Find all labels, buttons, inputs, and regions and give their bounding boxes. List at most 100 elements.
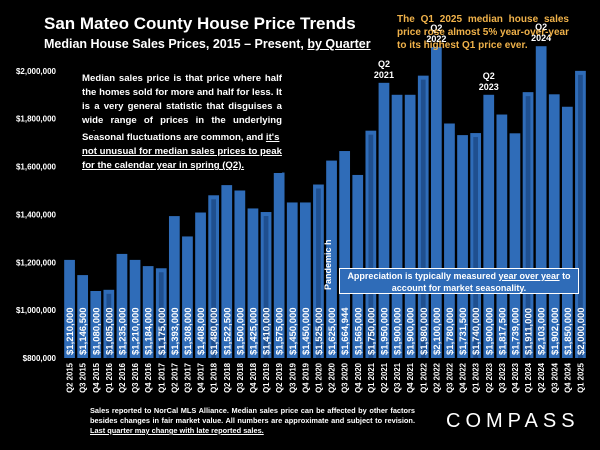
bar-value-label: $1,780,000: [445, 307, 456, 355]
x-tick-label: Q4 2016: [144, 362, 153, 393]
bar: [326, 160, 337, 358]
bar-value-label: $2,103,000: [537, 307, 548, 355]
bar-value-label: $1,740,000: [471, 307, 482, 355]
footer-text: Sales reported to NorCal MLS Alliance. M…: [90, 406, 415, 425]
bar-value-label: $1,565,000: [353, 307, 364, 355]
x-tick-label: Q1 2025: [576, 362, 585, 393]
bar: [483, 94, 495, 359]
x-tick-label: Q4 2015: [92, 362, 101, 393]
bar: [299, 202, 311, 358]
x-tick-label: Q1 2017: [157, 363, 166, 393]
bar-value-label: $1,235,000: [117, 307, 128, 355]
x-tick-label: Q3 2016: [131, 362, 140, 393]
appreciation-text: Appreciation is typically measured: [347, 271, 499, 281]
bar: [286, 202, 298, 358]
x-tick-label: Q1 2023: [472, 362, 481, 393]
bar: [168, 216, 180, 358]
x-tick-label: Q2 2016: [118, 362, 127, 393]
x-tick-label: Q3 2015: [79, 362, 88, 393]
peak-annotation-year: 2021: [374, 70, 394, 80]
y-tick-label: $1,600,000: [16, 163, 57, 172]
x-tick-label: Q1 2021: [367, 362, 376, 393]
x-tick-label: Q3 2018: [236, 362, 245, 393]
compass-logo: COMPASS: [446, 410, 580, 432]
bar: [391, 94, 403, 359]
x-tick-label: Q1 2018: [210, 362, 219, 393]
x-tick-label: Q3 2020: [341, 362, 350, 393]
y-tick-label: $1,200,000: [16, 258, 57, 267]
x-tick-label: Q1 2024: [524, 362, 533, 393]
bar: [535, 46, 547, 358]
q1-bar-marker: [211, 199, 217, 358]
bar: [234, 190, 246, 358]
bar: [430, 46, 442, 359]
x-tick-label: Q3 2024: [550, 362, 559, 393]
q1-bar-marker: [578, 74, 583, 358]
bar: [273, 172, 285, 358]
q1-bar-marker: [368, 134, 374, 358]
bar-value-label: $1,522,500: [222, 307, 233, 355]
peak-annotation-quarter: Q2: [378, 59, 390, 69]
bar: [496, 114, 508, 358]
x-tick-label: Q2 2021: [380, 362, 389, 393]
bar: [378, 82, 390, 359]
x-tick-label: Q4 2019: [301, 362, 310, 393]
x-tick-label: Q4 2022: [459, 362, 468, 393]
bar-value-label: $1,900,000: [484, 307, 495, 355]
x-tick-label: Q2 2015: [66, 362, 75, 393]
x-tick-label: Q4 2024: [563, 362, 572, 393]
bar: [182, 236, 193, 358]
x-tick-label: Q2 2018: [223, 362, 232, 393]
x-tick-label: Q3 2023: [498, 362, 507, 393]
bar: [116, 253, 128, 358]
bar-value-label: $1,184,000: [144, 307, 155, 355]
bar-value-label: $1,750,000: [366, 307, 377, 355]
bar-value-label: $1,911,000: [524, 308, 535, 355]
y-tick-label: $1,400,000: [16, 210, 57, 219]
x-tick-label: Q3 2017: [183, 363, 192, 393]
bar: [195, 212, 206, 358]
x-tick-label: Q1 2022: [419, 362, 428, 393]
x-tick-label: Q3 2021: [393, 362, 402, 393]
bar: [64, 259, 75, 358]
subtitle-underline: by Quarter: [307, 37, 371, 51]
seasonal-note-text: Seasonal fluctuations are common, and: [82, 132, 266, 143]
x-tick-label: Q2 2024: [537, 362, 546, 393]
x-tick-label: Q4 2023: [511, 362, 520, 393]
peak-annotation-year: 2023: [479, 82, 499, 92]
bar-value-label: $1,739,000: [510, 307, 521, 355]
appreciation-suffix: to account for market seasonality.: [391, 271, 571, 293]
bar-value-label: $1,817,500: [497, 307, 508, 355]
subtitle-text: Median House Sales Prices, 2015 – Presen…: [44, 37, 308, 51]
bar: [352, 174, 364, 358]
q1-callout: The Q1 2025 median house sales price ros…: [397, 14, 569, 51]
x-tick-label: Q2 2019: [275, 362, 284, 393]
x-tick-label: Q4 2018: [249, 362, 258, 393]
seasonal-note: Seasonal fluctuations are common, and it…: [82, 131, 282, 173]
bar: [247, 208, 259, 358]
seasonal-note-underline: it's not unusual for median sales prices…: [82, 132, 282, 171]
bar: [444, 123, 455, 358]
bar-value-label: $2,100,000: [432, 307, 443, 355]
bar-value-label: $1,410,000: [262, 307, 273, 355]
peak-annotation-quarter: Q2: [430, 23, 442, 33]
q1-bar-marker: [316, 188, 321, 358]
bar: [129, 259, 141, 358]
footer-underline: Last quarter may change with late report…: [90, 426, 264, 435]
peak-annotation-year: 2022: [426, 34, 446, 44]
footer-note: Sales reported to NorCal MLS Alliance. M…: [90, 406, 415, 436]
bar: [90, 291, 102, 358]
q1-bar-marker: [106, 293, 112, 358]
bar-value-label: $1,146,500: [78, 307, 89, 355]
bar: [142, 266, 154, 358]
bar-value-label: $1,450,000: [301, 307, 312, 355]
bar: [548, 94, 560, 359]
x-tick-label: Q2 2020: [328, 362, 337, 393]
x-tick-label: Q2 2017: [170, 363, 179, 393]
bar-value-label: $1,731,500: [458, 307, 469, 355]
bar-value-label: $1,175,000: [157, 307, 168, 355]
x-tick-label: Q4 2020: [354, 362, 363, 393]
q1-bar-marker: [263, 216, 269, 358]
bar-value-label: $1,902,000: [550, 307, 561, 355]
